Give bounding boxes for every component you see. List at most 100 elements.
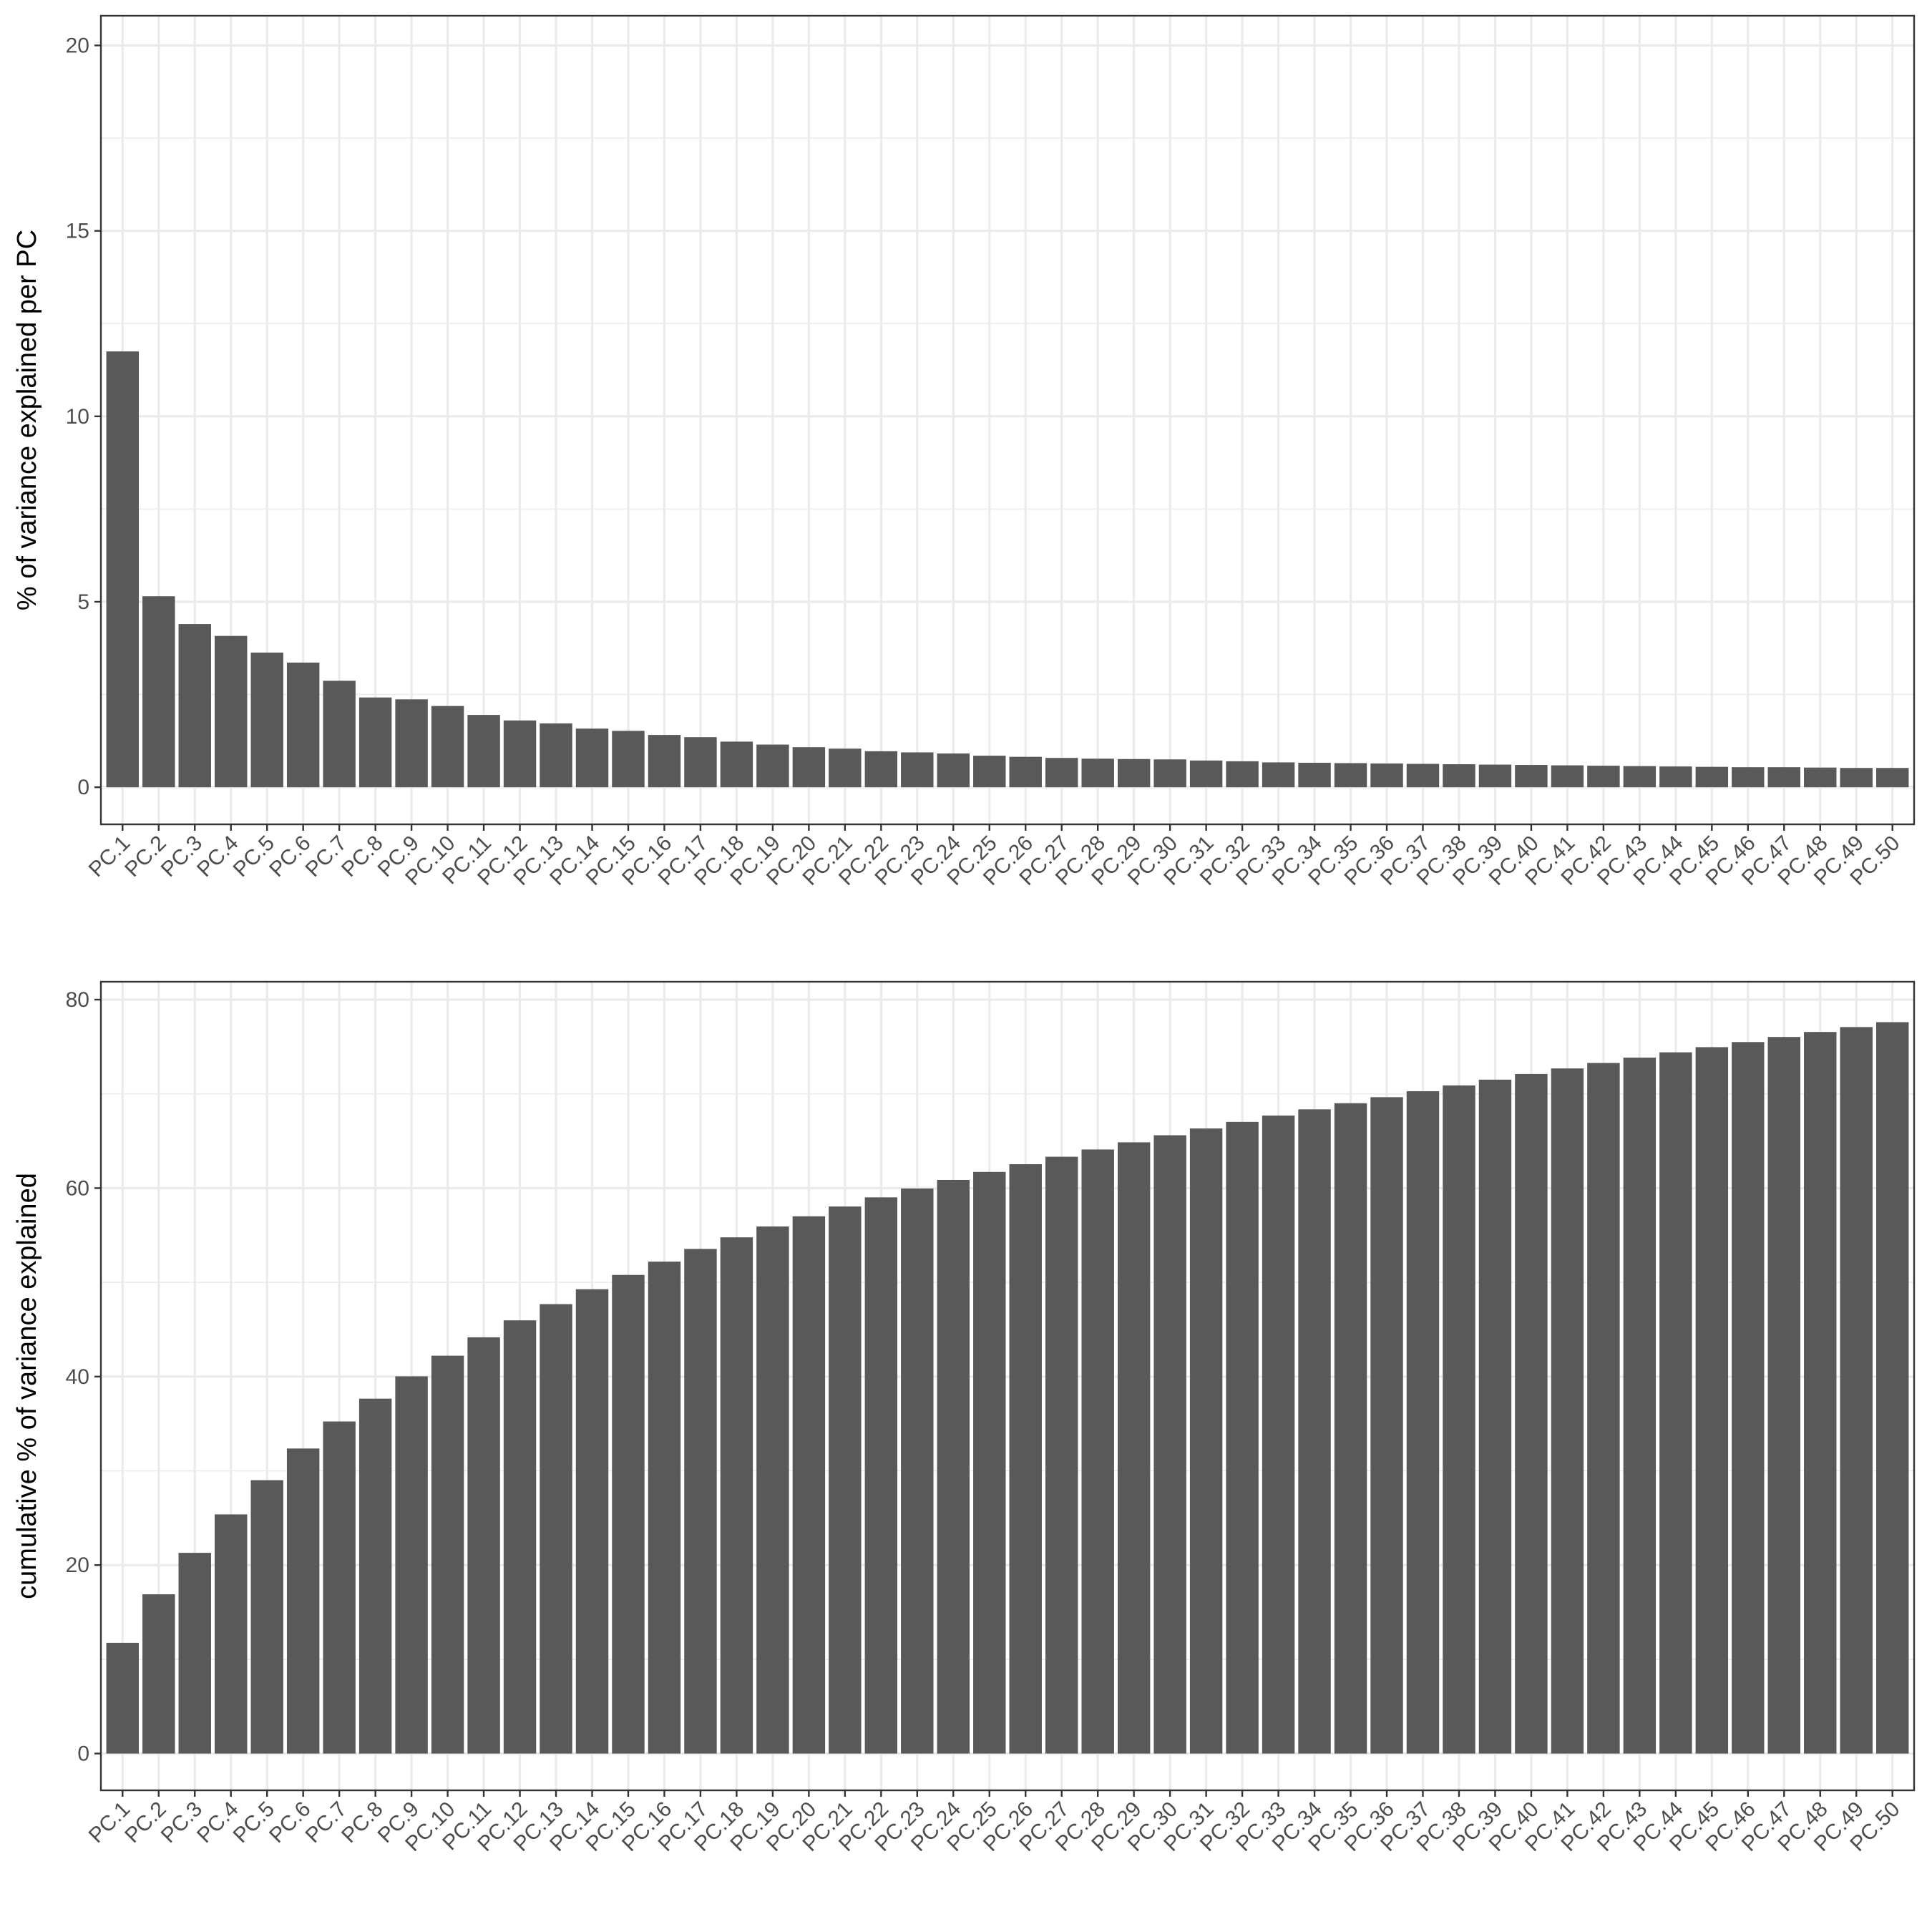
bar-pc-3 xyxy=(178,624,211,788)
bar-pc-1 xyxy=(106,351,140,788)
bar-pc-28 xyxy=(1081,758,1114,788)
bar-pc-15 xyxy=(612,731,645,788)
bar-pc-41 xyxy=(1551,765,1584,788)
bar-pc-12 xyxy=(503,720,537,788)
bar-pc-43 xyxy=(1623,1058,1657,1754)
bar-pc-13 xyxy=(540,1304,572,1754)
bar-pc-35 xyxy=(1334,1103,1367,1754)
bar-pc-40 xyxy=(1515,1073,1548,1754)
bar-pc-40 xyxy=(1515,765,1548,788)
x-tick-label: PC.5 xyxy=(229,831,280,882)
x-tick-label: PC.1 xyxy=(84,831,135,882)
bar-pc-23 xyxy=(901,1188,934,1754)
bar-pc-3 xyxy=(178,1553,211,1754)
bar-pc-25 xyxy=(973,1171,1006,1754)
bar-pc-20 xyxy=(792,1216,826,1754)
x-tick-label: PC.3 xyxy=(157,831,208,882)
bar-pc-22 xyxy=(864,1197,898,1754)
bar-pc-1 xyxy=(106,1642,140,1754)
x-tick-label: PC.1 xyxy=(84,1797,135,1848)
bar-pc-17 xyxy=(684,1249,717,1754)
bar-pc-21 xyxy=(829,1206,862,1754)
bar-pc-5 xyxy=(250,653,283,788)
y-axis-title: % of variance explained per PC xyxy=(12,230,42,610)
x-tick-label: PC.2 xyxy=(120,831,171,882)
bar-pc-12 xyxy=(503,1320,537,1754)
bar-pc-20 xyxy=(792,747,826,788)
bar-pc-36 xyxy=(1370,763,1403,788)
x-tick-label: PC.2 xyxy=(120,1797,171,1848)
bar-pc-48 xyxy=(1804,767,1837,788)
y-tick-label: 10 xyxy=(66,405,89,429)
bar-pc-44 xyxy=(1659,766,1692,788)
y-tick-label: 20 xyxy=(66,34,89,57)
bar-pc-35 xyxy=(1334,763,1367,788)
bar-pc-4 xyxy=(215,1514,248,1754)
y-axis-title: cumulative % of variance explained xyxy=(12,1173,42,1599)
bar-pc-44 xyxy=(1659,1052,1692,1754)
bar-pc-29 xyxy=(1117,1142,1151,1754)
bar-pc-47 xyxy=(1767,1037,1800,1754)
bar-pc-23 xyxy=(901,752,934,788)
x-tick-label: PC.7 xyxy=(301,831,352,882)
x-tick-label: PC.8 xyxy=(337,831,388,882)
bar-pc-33 xyxy=(1262,762,1295,788)
y-tick-label: 0 xyxy=(77,776,89,799)
bar-pc-27 xyxy=(1045,758,1078,788)
bar-pc-37 xyxy=(1406,763,1440,788)
bar-pc-31 xyxy=(1189,1128,1223,1754)
bar-pc-9 xyxy=(395,699,428,788)
bar-pc-47 xyxy=(1767,767,1800,788)
bar-pc-39 xyxy=(1478,1079,1512,1754)
bar-pc-34 xyxy=(1298,762,1331,788)
bar-pc-11 xyxy=(467,715,500,788)
bar-pc-42 xyxy=(1587,766,1620,788)
x-tick-label: PC.7 xyxy=(301,1797,352,1848)
bar-pc-8 xyxy=(358,1398,392,1754)
y-tick-label: 5 xyxy=(77,590,89,614)
bar-pc-14 xyxy=(575,1289,609,1754)
bar-pc-46 xyxy=(1732,1042,1765,1754)
bar-pc-25 xyxy=(973,756,1006,788)
bar-pc-2 xyxy=(142,1594,175,1754)
bar-pc-6 xyxy=(286,663,320,788)
bar-pc-34 xyxy=(1298,1109,1331,1754)
bar-pc-4 xyxy=(215,635,248,788)
x-tick-label: PC.6 xyxy=(265,1797,316,1848)
panel-border xyxy=(99,980,1916,1792)
bar-pc-36 xyxy=(1370,1097,1403,1754)
bar-pc-14 xyxy=(575,728,609,788)
bar-pc-13 xyxy=(540,723,572,788)
x-tick-label: PC.8 xyxy=(337,1797,388,1848)
panel-border xyxy=(99,14,1916,826)
bar-pc-49 xyxy=(1840,768,1873,788)
bar-pc-38 xyxy=(1443,764,1475,788)
bar-pc-19 xyxy=(756,1226,789,1754)
bar-pc-24 xyxy=(937,1179,970,1754)
y-tick-label: 0 xyxy=(77,1742,89,1766)
bar-pc-21 xyxy=(829,748,862,788)
bar-pc-31 xyxy=(1189,760,1223,788)
bar-pc-46 xyxy=(1732,767,1765,788)
cumulative-variance-chart: 0 20 40 60 80 PC.1PC.2PC.3PC.4PC.5PC.6PC.7PC.… xyxy=(12,980,1916,1856)
bar-pc-26 xyxy=(1009,756,1042,788)
x-tick-label: PC.4 xyxy=(192,1797,243,1848)
bar-pc-10 xyxy=(431,1355,464,1754)
bar-pc-43 xyxy=(1623,766,1657,788)
bar-pc-26 xyxy=(1009,1163,1042,1754)
bar-pc-30 xyxy=(1153,759,1186,788)
x-tick-label: PC.6 xyxy=(265,831,316,882)
bar-pc-6 xyxy=(286,1448,320,1754)
bar-pc-37 xyxy=(1406,1091,1440,1754)
x-tick-label: PC.4 xyxy=(192,831,243,882)
bar-pc-39 xyxy=(1478,764,1512,788)
bar-pc-19 xyxy=(756,744,789,788)
bar-pc-9 xyxy=(395,1376,428,1754)
bar-pc-38 xyxy=(1443,1085,1475,1754)
bar-pc-32 xyxy=(1226,761,1259,788)
bar-pc-7 xyxy=(323,1421,356,1754)
bar-pc-41 xyxy=(1551,1068,1584,1754)
bar-pc-15 xyxy=(612,1274,645,1754)
y-tick-label: 15 xyxy=(66,220,89,243)
bar-pc-29 xyxy=(1117,758,1151,788)
